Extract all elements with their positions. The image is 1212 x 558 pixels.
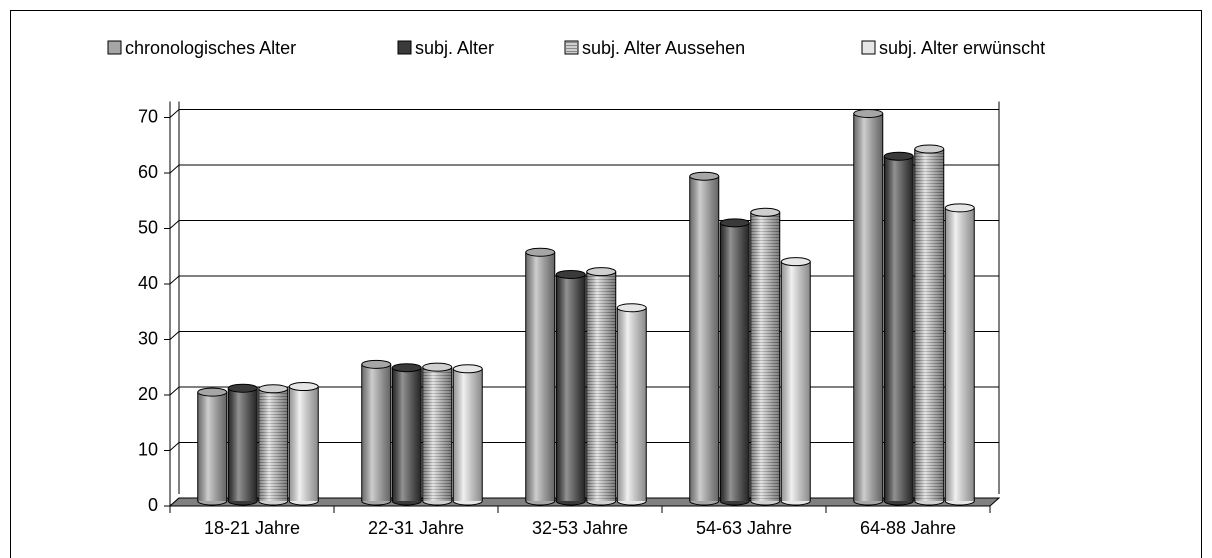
bar-shade — [392, 367, 422, 501]
legend-label: chronologisches Alter — [125, 38, 296, 58]
grid-line-side — [169, 442, 180, 451]
legend-swatch — [861, 40, 876, 55]
cylinder-top — [780, 257, 811, 267]
cylinder-top — [616, 303, 647, 313]
bar-shade — [228, 388, 258, 501]
cylinder-top — [555, 269, 586, 279]
legend-label: subj. Alter Aussehen — [582, 38, 745, 58]
cylinder-top — [944, 203, 975, 213]
frame — [10, 10, 1202, 558]
cylinder-top — [883, 151, 914, 161]
cylinder-top — [586, 267, 617, 277]
x-tick-label: 18-21 Jahre — [204, 518, 300, 538]
y-tick-label: 0 — [148, 495, 158, 515]
bar-shade — [617, 307, 647, 501]
bar-shade — [750, 212, 780, 502]
bar-shade — [945, 207, 975, 501]
cylinder-top — [689, 171, 720, 181]
y-tick-label: 20 — [138, 384, 158, 404]
grid-line-side — [169, 164, 180, 174]
y-tick-label: 60 — [138, 162, 158, 182]
y-tick-label: 40 — [138, 273, 158, 293]
y-tick-label: 30 — [138, 328, 158, 348]
bar-shade — [884, 156, 914, 502]
legend-label: subj. Alter — [415, 38, 494, 58]
legend-swatch — [397, 40, 412, 55]
grid-line-side — [169, 109, 180, 118]
cylinder-top — [227, 383, 258, 393]
grid-line-side — [169, 386, 180, 396]
cylinder-top — [258, 384, 289, 394]
bar-shade — [556, 274, 586, 501]
bar-shade — [914, 149, 944, 501]
bar-shade — [781, 261, 811, 501]
x-tick-label: 54-63 Jahre — [696, 518, 792, 538]
cylinder-top — [361, 359, 392, 369]
bar-shade — [525, 252, 555, 501]
legend-swatch — [107, 40, 122, 55]
bar-shade — [422, 367, 452, 501]
grid-line-side — [169, 220, 180, 229]
x-tick-label: 22-31 Jahre — [368, 518, 464, 538]
y-tick-label: 70 — [138, 106, 158, 126]
cylinder-top — [422, 362, 453, 372]
bar-shade — [853, 113, 883, 501]
cylinder-top — [525, 247, 556, 257]
grid-line-side — [169, 275, 180, 285]
y-tick-label: 10 — [138, 439, 158, 459]
grid-line-side — [169, 331, 180, 340]
y-tick-label: 50 — [138, 217, 158, 237]
cylinder-top — [288, 382, 319, 392]
cylinder-top — [197, 387, 228, 397]
cylinder-top — [452, 364, 483, 374]
bar-shade — [586, 271, 616, 501]
bar-shade — [361, 364, 391, 501]
cylinder-top — [750, 207, 781, 217]
bar-shade — [689, 176, 719, 501]
cylinder-top — [914, 144, 945, 154]
cylinder-top — [719, 218, 750, 228]
x-tick-label: 64-88 Jahre — [860, 518, 956, 538]
bar-shade — [258, 388, 288, 501]
bar-shade — [720, 222, 750, 501]
cylinder-top — [391, 363, 422, 373]
cylinder-top — [853, 109, 884, 118]
x-tick-label: 32-53 Jahre — [532, 518, 628, 538]
bar-shade — [197, 392, 227, 501]
bar-shade — [453, 368, 483, 501]
bar-shade — [289, 386, 319, 501]
legend-pattern — [565, 41, 578, 54]
legend-label: subj. Alter erwünscht — [879, 38, 1045, 58]
